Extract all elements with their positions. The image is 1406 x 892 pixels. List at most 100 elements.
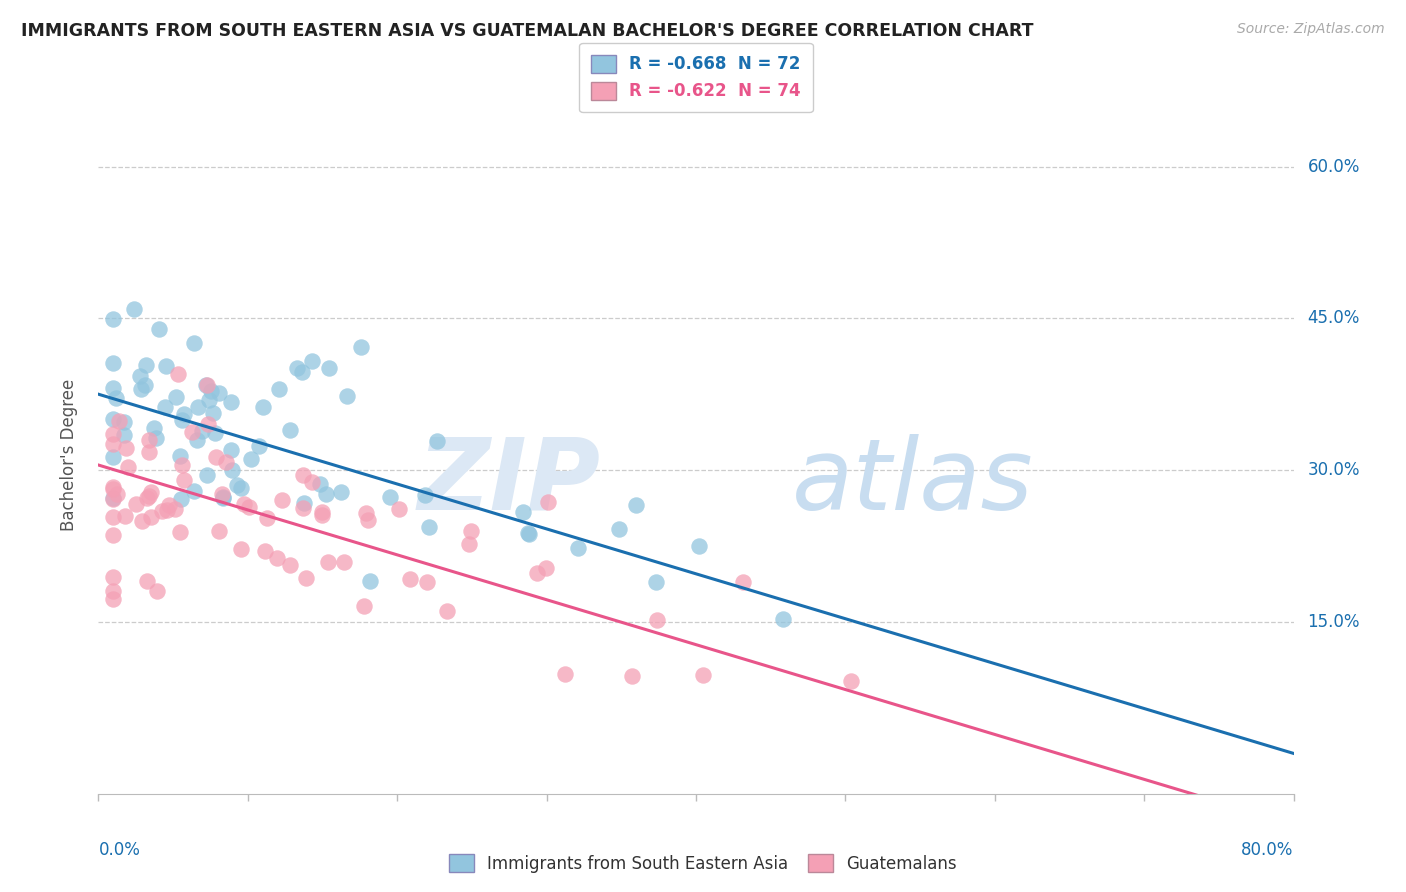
Point <box>138 489 160 503</box>
Point <box>537 494 560 508</box>
Point <box>517 526 540 541</box>
Point <box>115 442 138 456</box>
Point <box>103 412 125 426</box>
Point <box>512 505 534 519</box>
Point <box>125 497 148 511</box>
Point <box>271 492 294 507</box>
Point <box>145 583 167 598</box>
Point <box>211 490 233 504</box>
Y-axis label: Bachelor's Degree: Bachelor's Degree <box>59 379 77 531</box>
Point <box>103 426 125 441</box>
Point <box>138 445 160 459</box>
Point <box>645 575 668 590</box>
Point <box>239 451 262 466</box>
Point <box>141 485 163 500</box>
Point <box>197 417 219 431</box>
Point <box>183 484 205 499</box>
Point <box>103 482 125 496</box>
Text: 60.0%: 60.0% <box>1308 158 1360 176</box>
Point <box>219 395 242 409</box>
Point <box>148 322 170 336</box>
Point <box>621 669 644 683</box>
Point <box>219 443 242 458</box>
Point <box>112 415 135 429</box>
Point <box>183 336 205 351</box>
Point <box>153 400 176 414</box>
Point <box>136 491 159 505</box>
Point <box>688 539 710 553</box>
Point <box>167 368 190 382</box>
Point <box>103 436 125 450</box>
Point <box>285 361 308 376</box>
Point <box>211 487 233 501</box>
Point <box>103 528 125 542</box>
Point <box>200 384 222 398</box>
Point <box>134 378 156 392</box>
Point <box>195 467 218 482</box>
Point <box>202 406 225 420</box>
Text: ZIP: ZIP <box>418 434 600 531</box>
Point <box>336 389 359 403</box>
Point <box>103 450 125 464</box>
Point <box>426 434 449 449</box>
Point <box>195 378 218 392</box>
Point <box>114 508 136 523</box>
Point <box>107 414 129 428</box>
Point <box>212 491 235 505</box>
Point <box>280 423 302 437</box>
Legend: R = -0.668  N = 72, R = -0.622  N = 74: R = -0.668 N = 72, R = -0.622 N = 74 <box>579 43 813 112</box>
Point <box>103 510 125 524</box>
Point <box>517 527 540 541</box>
Point <box>170 492 193 507</box>
Point <box>295 571 318 585</box>
Point <box>278 558 301 572</box>
Point <box>103 591 125 606</box>
Text: 45.0%: 45.0% <box>1308 310 1360 327</box>
Point <box>186 433 208 447</box>
Point <box>103 311 125 326</box>
Point <box>197 392 219 407</box>
Text: 0.0%: 0.0% <box>98 841 141 859</box>
Text: atlas: atlas <box>792 434 1033 531</box>
Point <box>607 522 630 536</box>
Point <box>221 463 243 477</box>
Point <box>526 566 548 581</box>
Point <box>103 356 125 370</box>
Point <box>353 599 375 614</box>
Point <box>173 473 195 487</box>
Point <box>103 382 125 396</box>
Point <box>309 477 332 491</box>
Point <box>318 361 340 376</box>
Point <box>103 569 125 583</box>
Point <box>155 359 177 373</box>
Point <box>103 491 125 506</box>
Point <box>150 504 173 518</box>
Point <box>399 572 422 586</box>
Point <box>105 486 128 500</box>
Point <box>354 507 377 521</box>
Point <box>267 382 290 396</box>
Text: 80.0%: 80.0% <box>1241 841 1294 859</box>
Point <box>166 390 188 404</box>
Point <box>215 455 238 469</box>
Point <box>436 604 458 618</box>
Point <box>266 551 288 566</box>
Point <box>292 496 315 510</box>
Point <box>311 505 333 519</box>
Point <box>208 524 231 539</box>
Point <box>191 424 214 438</box>
Point <box>333 555 356 569</box>
Point <box>413 487 436 501</box>
Point <box>253 544 276 558</box>
Point <box>104 391 127 405</box>
Point <box>128 368 150 383</box>
Point <box>187 401 209 415</box>
Point <box>195 378 218 392</box>
Point <box>301 475 323 490</box>
Point <box>247 439 270 453</box>
Point <box>460 524 482 538</box>
Point <box>156 503 179 517</box>
Point <box>157 498 180 512</box>
Point <box>624 498 647 512</box>
Point <box>103 480 125 494</box>
